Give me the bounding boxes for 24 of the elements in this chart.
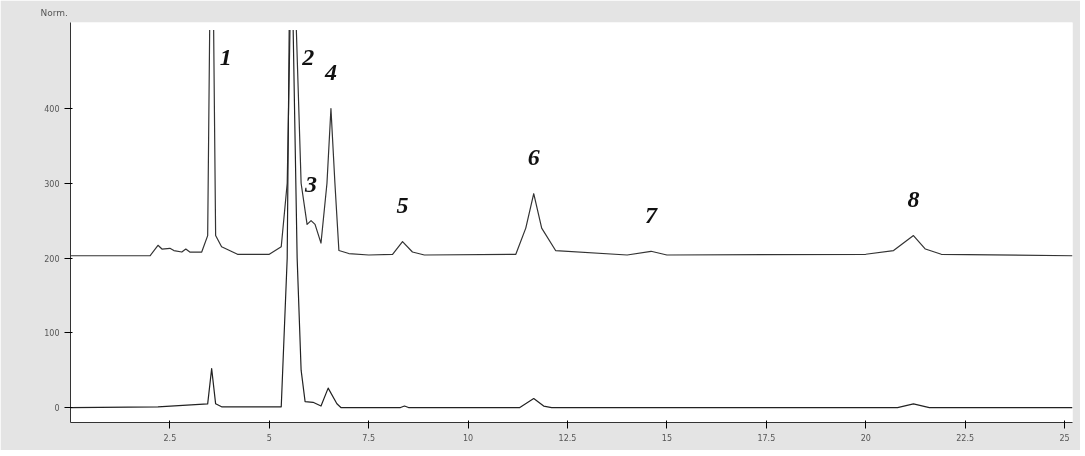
x-tick-label: 10 bbox=[463, 433, 474, 443]
y-tick-label: 0 bbox=[54, 404, 60, 414]
y-tick-label: 300 bbox=[44, 179, 60, 189]
annotation: 3 bbox=[304, 171, 318, 198]
annotation: 5 bbox=[396, 192, 409, 219]
y-tick-label: 400 bbox=[44, 104, 60, 114]
x-tick-label: 17.5 bbox=[757, 433, 776, 443]
y-tick-label: 100 bbox=[44, 329, 60, 339]
y-axis-title: Norm. bbox=[40, 7, 68, 18]
x-tick-label: 20 bbox=[860, 433, 871, 443]
x-tick-label: 7.5 bbox=[362, 433, 376, 443]
x-tick-label: 5 bbox=[266, 433, 272, 443]
x-tick-label: 15 bbox=[661, 433, 673, 443]
annotation: 2 bbox=[301, 44, 315, 71]
x-tick-label: 25 bbox=[1059, 433, 1070, 443]
annotation: 8 bbox=[907, 186, 920, 213]
y-tick-label: 200 bbox=[44, 254, 60, 264]
annotation: 4 bbox=[323, 58, 337, 85]
x-tick-label: 12.5 bbox=[558, 433, 577, 443]
annotation: 6 bbox=[527, 144, 540, 171]
x-tick-label: 22.5 bbox=[956, 433, 975, 443]
annotation: 1 bbox=[219, 44, 232, 71]
annotation: 7 bbox=[645, 201, 659, 228]
x-tick-label: 2.5 bbox=[163, 433, 177, 443]
